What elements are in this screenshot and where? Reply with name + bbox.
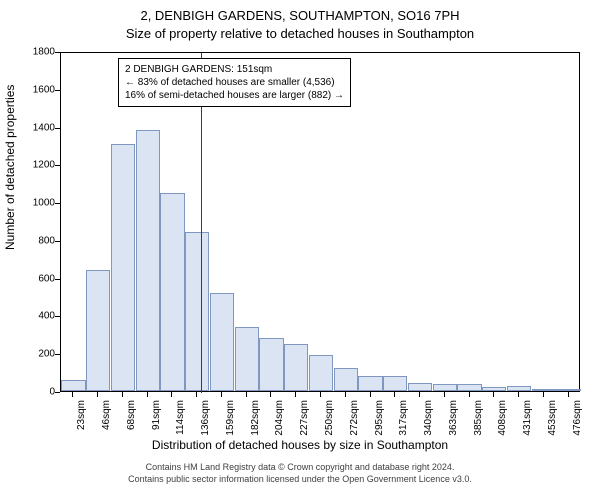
x-tick-mark: [518, 392, 519, 397]
y-tick-label: 1600: [25, 84, 55, 95]
credit-line2: Contains public sector information licen…: [0, 474, 600, 486]
x-tick-mark: [543, 392, 544, 397]
histogram-bar: [482, 387, 506, 391]
x-tick-label: 91sqm: [151, 400, 162, 440]
y-tick-label: 600: [25, 273, 55, 284]
x-tick-label: 227sqm: [299, 400, 310, 440]
histogram-bar: [408, 383, 432, 392]
x-tick-label: 317sqm: [398, 400, 409, 440]
y-tick-mark: [55, 279, 60, 280]
y-tick-mark: [55, 165, 60, 166]
histogram-bar: [457, 384, 481, 391]
x-tick-label: 295sqm: [374, 400, 385, 440]
x-tick-mark: [444, 392, 445, 397]
y-tick-label: 1400: [25, 122, 55, 133]
histogram-bar: [532, 389, 556, 391]
x-tick-mark: [295, 392, 296, 397]
histogram-bar: [334, 368, 358, 391]
credit-line1: Contains HM Land Registry data © Crown c…: [0, 462, 600, 474]
x-tick-label: 385sqm: [473, 400, 484, 440]
y-tick-label: 1200: [25, 160, 55, 171]
histogram-bar: [433, 384, 457, 391]
chart-title-line2: Size of property relative to detached ho…: [0, 26, 600, 41]
histogram-bar: [235, 327, 259, 391]
histogram-bar: [309, 355, 333, 391]
y-tick-label: 800: [25, 235, 55, 246]
histogram-bar: [358, 376, 382, 391]
histogram-bar: [111, 144, 135, 391]
annotation-line1: 2 DENBIGH GARDENS: 151sqm: [125, 63, 344, 76]
y-tick-mark: [55, 354, 60, 355]
x-tick-mark: [345, 392, 346, 397]
x-tick-label: 453sqm: [547, 400, 558, 440]
credit-text: Contains HM Land Registry data © Crown c…: [0, 462, 600, 485]
histogram-bar: [210, 293, 234, 391]
x-tick-mark: [419, 392, 420, 397]
x-tick-label: 204sqm: [274, 400, 285, 440]
x-tick-mark: [394, 392, 395, 397]
histogram-bar: [556, 389, 580, 391]
x-tick-mark: [246, 392, 247, 397]
x-tick-mark: [320, 392, 321, 397]
x-tick-mark: [97, 392, 98, 397]
x-tick-mark: [270, 392, 271, 397]
x-tick-label: 68sqm: [126, 400, 137, 440]
x-tick-mark: [72, 392, 73, 397]
y-tick-mark: [55, 90, 60, 91]
annotation-line2: ← 83% of detached houses are smaller (4,…: [125, 76, 344, 89]
histogram-bar: [86, 270, 110, 391]
histogram-bar: [136, 130, 160, 391]
x-tick-mark: [171, 392, 172, 397]
x-tick-label: 272sqm: [349, 400, 360, 440]
histogram-bar: [160, 193, 184, 391]
x-tick-label: 363sqm: [448, 400, 459, 440]
annotation-line3: 16% of semi-detached houses are larger (…: [125, 89, 344, 102]
y-tick-mark: [55, 52, 60, 53]
x-tick-label: 431sqm: [522, 400, 533, 440]
x-tick-mark: [568, 392, 569, 397]
histogram-bar: [185, 232, 209, 391]
x-tick-label: 408sqm: [497, 400, 508, 440]
chart-container: 2, DENBIGH GARDENS, SOUTHAMPTON, SO16 7P…: [0, 0, 600, 500]
histogram-bar: [259, 338, 283, 391]
histogram-bar: [507, 386, 531, 391]
x-tick-label: 46sqm: [101, 400, 112, 440]
x-tick-mark: [147, 392, 148, 397]
x-tick-mark: [493, 392, 494, 397]
x-tick-mark: [122, 392, 123, 397]
histogram-bar: [383, 376, 407, 391]
x-tick-label: 182sqm: [250, 400, 261, 440]
y-tick-mark: [55, 316, 60, 317]
y-tick-label: 0: [25, 387, 55, 398]
x-tick-label: 476sqm: [572, 400, 583, 440]
y-tick-mark: [55, 128, 60, 129]
x-tick-label: 159sqm: [225, 400, 236, 440]
annotation-box: 2 DENBIGH GARDENS: 151sqm ← 83% of detac…: [118, 58, 351, 107]
x-tick-mark: [196, 392, 197, 397]
x-tick-label: 23sqm: [76, 400, 87, 440]
y-axis-label: Number of detached properties: [3, 85, 17, 250]
y-tick-label: 1000: [25, 198, 55, 209]
x-tick-label: 114sqm: [175, 400, 186, 440]
y-tick-label: 1800: [25, 47, 55, 58]
x-axis-label: Distribution of detached houses by size …: [0, 438, 600, 452]
x-tick-mark: [469, 392, 470, 397]
y-tick-label: 200: [25, 349, 55, 360]
x-tick-mark: [370, 392, 371, 397]
y-tick-label: 400: [25, 311, 55, 322]
y-tick-mark: [55, 203, 60, 204]
y-tick-mark: [55, 241, 60, 242]
x-tick-mark: [221, 392, 222, 397]
chart-title-line1: 2, DENBIGH GARDENS, SOUTHAMPTON, SO16 7P…: [0, 8, 600, 23]
histogram-bar: [284, 344, 308, 391]
x-tick-label: 136sqm: [200, 400, 211, 440]
y-tick-mark: [55, 392, 60, 393]
x-tick-label: 340sqm: [423, 400, 434, 440]
x-tick-label: 250sqm: [324, 400, 335, 440]
histogram-bar: [61, 380, 85, 391]
